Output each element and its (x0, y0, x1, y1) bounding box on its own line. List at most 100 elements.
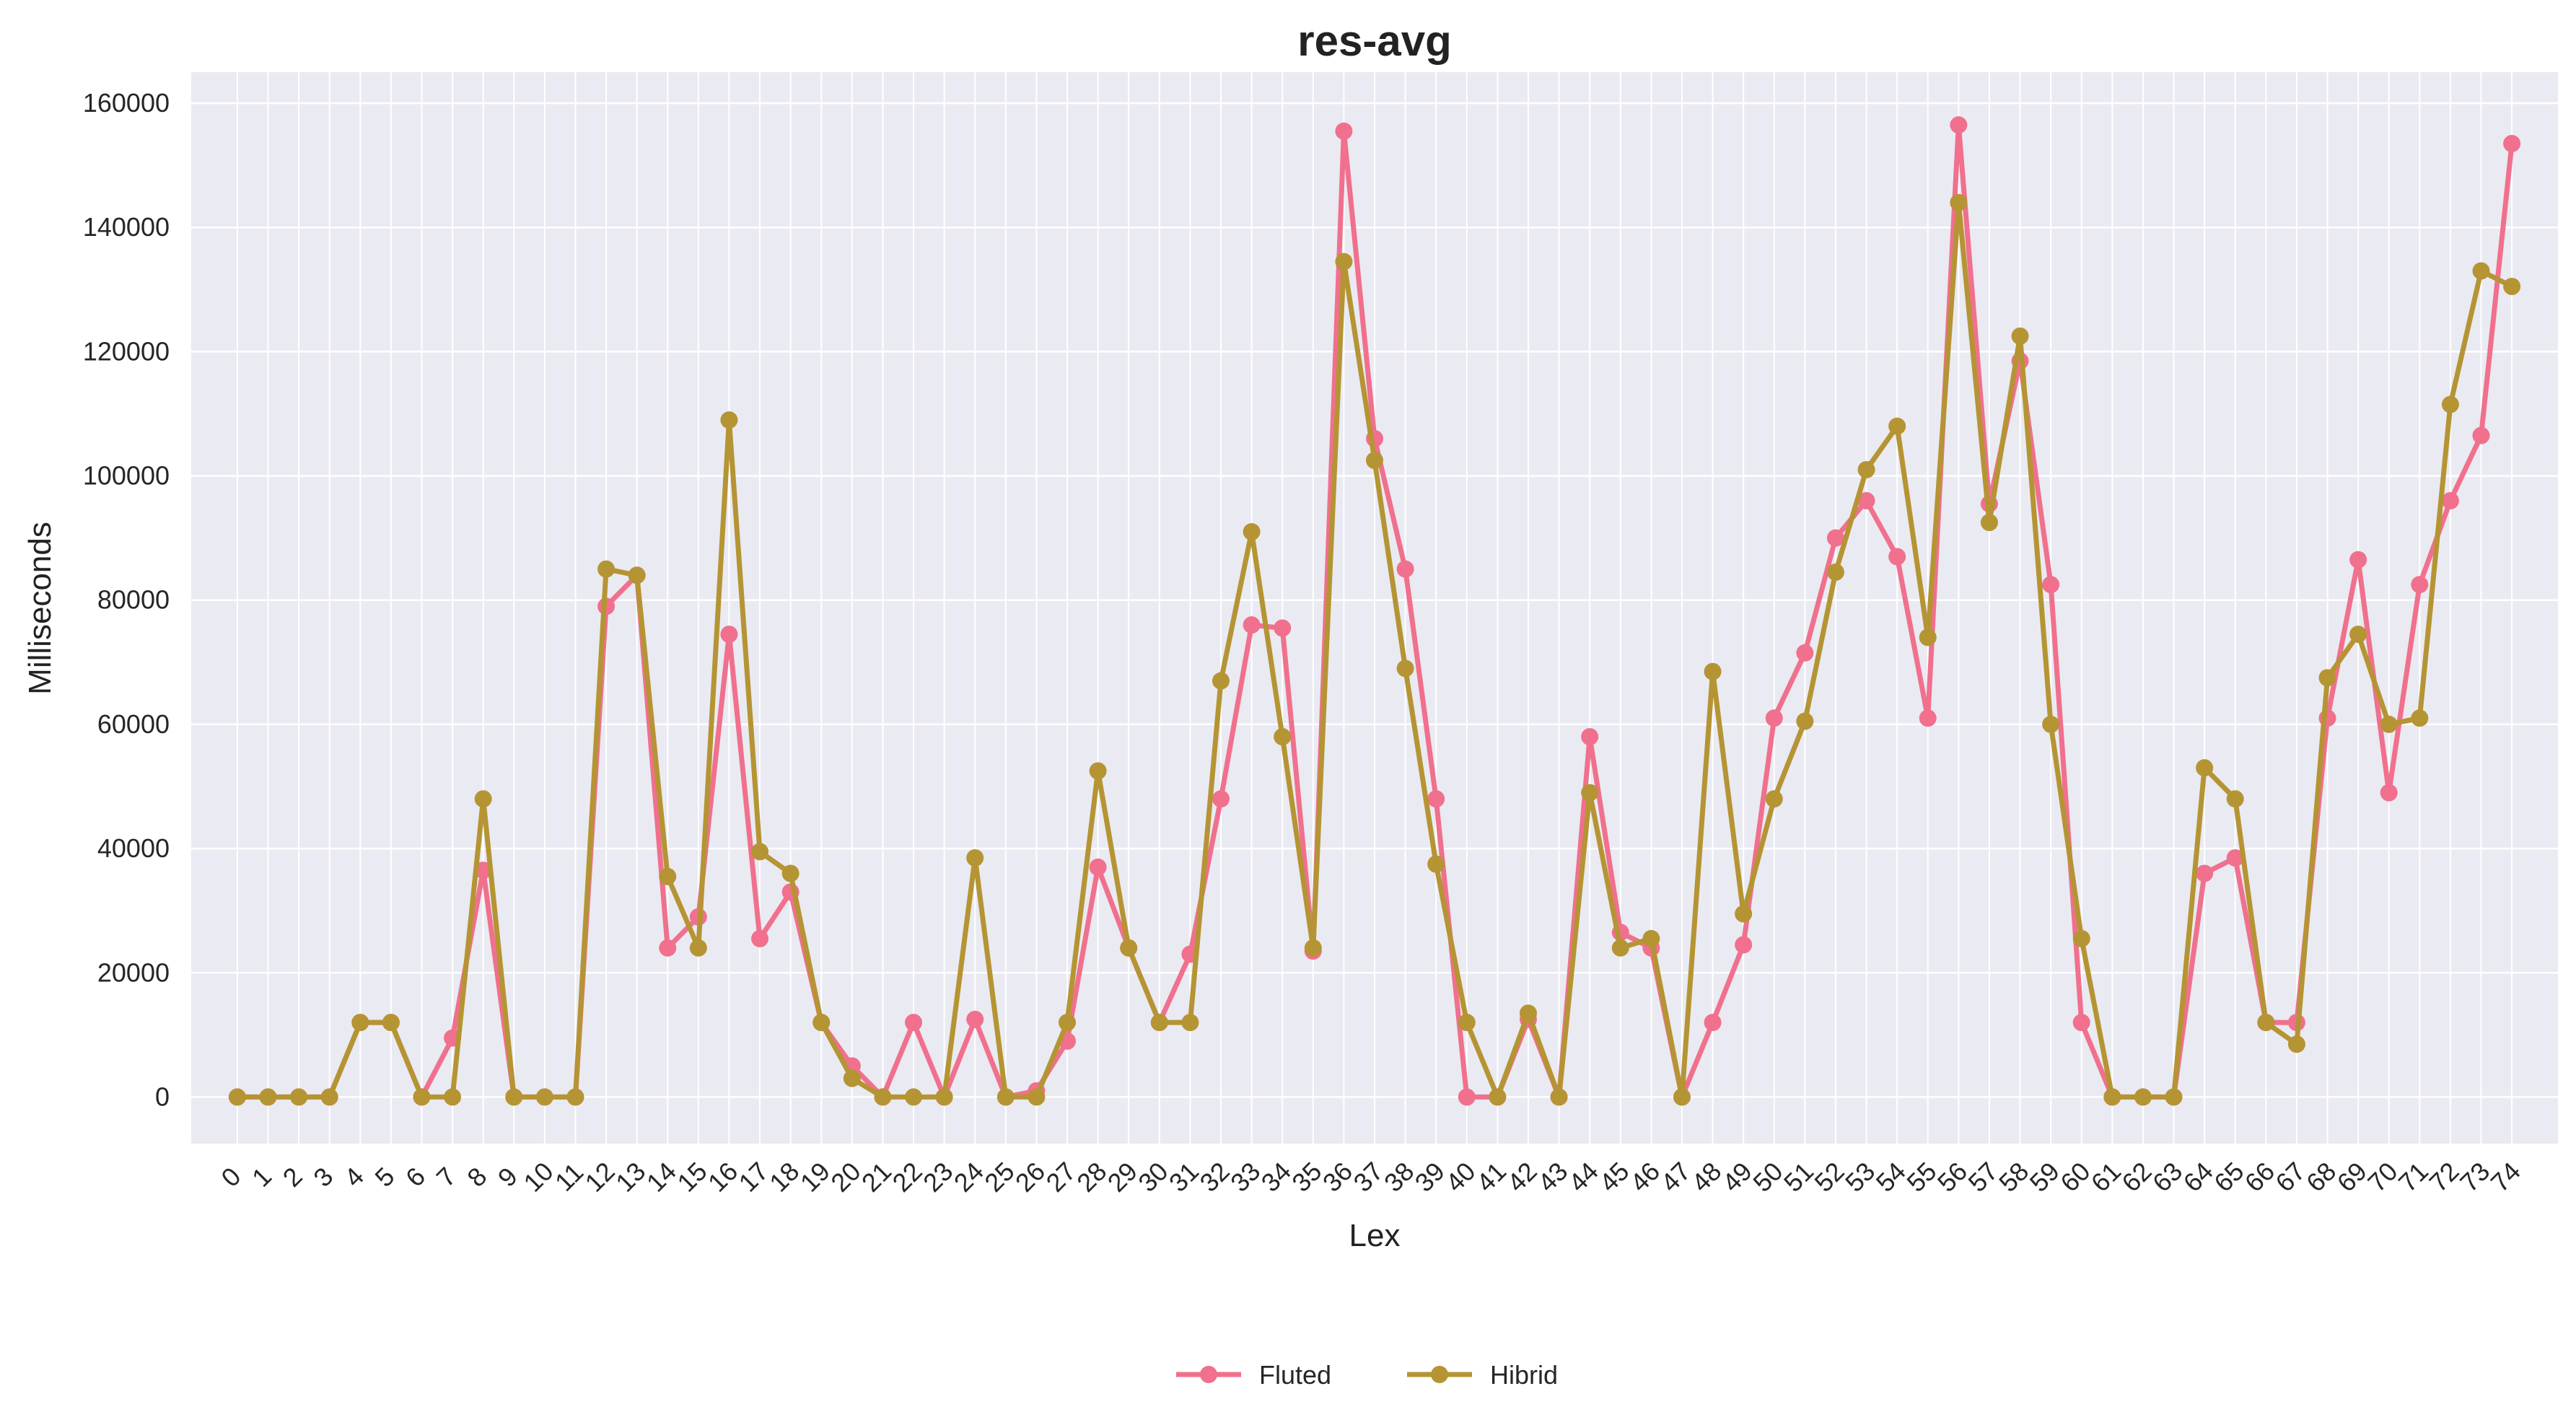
data-point-hibrid (290, 1088, 308, 1106)
data-point-hibrid (413, 1088, 431, 1106)
data-point-hibrid (2472, 262, 2490, 280)
x-tick-label: 7 (431, 1162, 462, 1193)
data-point-hibrid (2226, 790, 2244, 808)
data-point-hibrid (1796, 712, 1814, 730)
data-point-fluted (1458, 1088, 1476, 1106)
grid-lines (191, 72, 2558, 1144)
data-point-hibrid (228, 1088, 246, 1106)
data-point-hibrid (843, 1069, 861, 1087)
data-point-hibrid (2503, 278, 2521, 295)
y-tick-label: 120000 (83, 336, 170, 366)
data-point-hibrid (1888, 417, 1906, 435)
data-point-fluted (905, 1014, 923, 1032)
data-point-fluted (1089, 858, 1107, 876)
data-point-hibrid (474, 790, 492, 808)
data-point-fluted (1396, 560, 1414, 578)
data-point-hibrid (935, 1088, 953, 1106)
series-layer (228, 116, 2521, 1106)
data-point-fluted (2349, 551, 2367, 569)
data-point-hibrid (2441, 395, 2459, 413)
data-point-hibrid (382, 1014, 400, 1032)
y-axis-label: Milliseconds (22, 522, 58, 695)
data-point-hibrid (535, 1088, 553, 1106)
data-point-hibrid (1120, 939, 1138, 957)
data-point-hibrid (2196, 759, 2214, 777)
y-tick-label: 0 (155, 1082, 170, 1111)
data-point-hibrid (751, 843, 769, 861)
data-point-hibrid (259, 1088, 277, 1106)
data-point-hibrid (2103, 1088, 2121, 1106)
x-tick-label: 1 (246, 1162, 277, 1193)
data-point-hibrid (720, 411, 738, 429)
data-point-fluted (2411, 576, 2429, 594)
data-point-hibrid (1150, 1014, 1168, 1032)
data-point-hibrid (1396, 659, 1414, 678)
data-point-hibrid (1673, 1088, 1691, 1106)
data-point-hibrid (1304, 939, 1322, 957)
data-point-hibrid (2042, 715, 2060, 733)
data-point-hibrid (874, 1088, 892, 1106)
x-tick-label: 8 (461, 1162, 492, 1193)
data-point-hibrid (1028, 1088, 1046, 1106)
data-point-fluted (1919, 709, 1937, 727)
data-point-hibrid (1212, 672, 1230, 690)
data-point-hibrid (2165, 1088, 2183, 1106)
data-point-fluted (2380, 784, 2398, 802)
data-point-hibrid (1704, 662, 1722, 680)
data-point-fluted (1427, 790, 1445, 808)
data-point-hibrid (1274, 728, 1292, 746)
data-point-fluted (1857, 492, 1875, 509)
data-point-fluted (2072, 1014, 2090, 1032)
data-point-fluted (1796, 644, 1814, 662)
data-point-hibrid (905, 1088, 923, 1106)
data-point-fluted (1950, 116, 1968, 134)
data-point-hibrid (597, 560, 615, 578)
legend-label-fluted: Fluted (1259, 1360, 1331, 1390)
data-point-hibrid (812, 1014, 831, 1032)
data-point-fluted (966, 1010, 984, 1028)
y-axis-ticks: 0 20000 40000 60000 80000 100000 120000 140000 1… (83, 88, 170, 1111)
data-point-hibrid (1458, 1014, 1476, 1032)
data-point-hibrid (2257, 1014, 2275, 1032)
data-point-hibrid (2411, 709, 2429, 727)
data-point-hibrid (1059, 1014, 1077, 1032)
data-point-hibrid (1181, 1014, 1199, 1032)
data-point-hibrid (1581, 784, 1599, 802)
data-point-hibrid (351, 1014, 369, 1032)
data-point-hibrid (966, 849, 984, 867)
data-point-hibrid (566, 1088, 584, 1106)
data-point-fluted (1335, 122, 1353, 140)
data-point-fluted (1581, 728, 1599, 746)
data-point-fluted (1888, 548, 1906, 566)
y-tick-label: 60000 (97, 709, 170, 739)
data-point-fluted (2472, 426, 2490, 444)
x-axis-label: Lex (1349, 1218, 1401, 1253)
data-point-hibrid (1919, 628, 1937, 646)
data-point-hibrid (444, 1088, 462, 1106)
legend: Fluted Hibrid (1176, 1360, 1558, 1390)
data-point-fluted (2441, 492, 2459, 509)
x-tick-label: 3 (307, 1162, 338, 1193)
data-point-hibrid (1243, 523, 1261, 541)
data-point-hibrid (1980, 514, 1998, 532)
data-point-hibrid (1642, 929, 1660, 947)
data-point-fluted (1826, 529, 1844, 547)
data-point-hibrid (689, 939, 707, 957)
data-point-hibrid (2349, 626, 2367, 644)
data-point-fluted (1243, 616, 1261, 634)
data-point-hibrid (1826, 564, 1844, 581)
data-point-hibrid (781, 864, 799, 882)
data-point-hibrid (505, 1088, 523, 1106)
data-point-hibrid (1550, 1088, 1568, 1106)
data-point-hibrid (320, 1088, 338, 1106)
data-point-hibrid (1427, 855, 1445, 873)
data-point-hibrid (1089, 762, 1107, 780)
data-point-hibrid (2287, 1035, 2305, 1053)
legend-marker-hibrid (1431, 1366, 1448, 1383)
x-tick-label: 2 (277, 1162, 308, 1193)
x-tick-label: 0 (215, 1162, 246, 1193)
data-point-hibrid (2318, 669, 2336, 687)
data-point-hibrid (2380, 715, 2398, 733)
data-point-hibrid (1735, 905, 1753, 923)
